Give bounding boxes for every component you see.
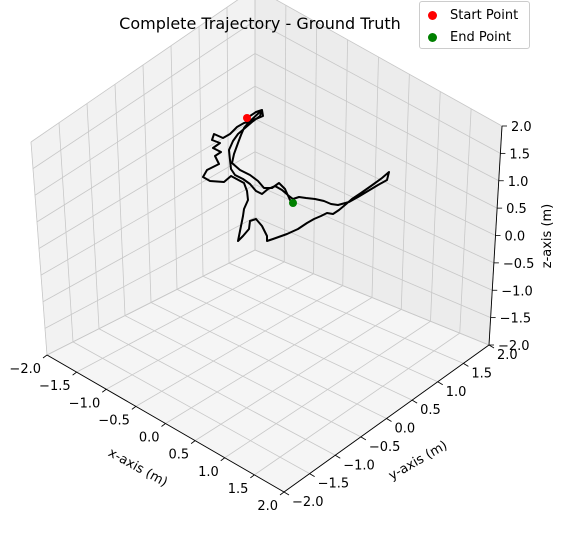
- start-point-marker: [243, 114, 251, 122]
- x-tick-label: 2.0: [257, 499, 278, 514]
- grid-line: [176, 289, 413, 401]
- x-tick-label: −2.0: [9, 362, 41, 377]
- y-tick-mark: [463, 363, 469, 367]
- grid-line: [30, 0, 239, 143]
- x-tick-mark: [279, 491, 285, 496]
- x-tick-mark: [72, 371, 77, 376]
- z-tick-label: −2.0: [498, 339, 530, 354]
- x-tick-label: −0.5: [98, 413, 130, 428]
- grid-line: [150, 302, 387, 419]
- chart-title: Complete Trajectory - Ground Truth: [119, 14, 401, 33]
- grid-line: [254, 118, 496, 236]
- y-tick-label: −0.5: [369, 440, 401, 455]
- end-point-marker-icon: [428, 32, 437, 42]
- axis-panes: [30, 0, 503, 493]
- grid-line: [228, 262, 464, 364]
- grid-line: [459, 108, 472, 334]
- grid-line: [198, 26, 204, 277]
- z-tick-label: 1.5: [509, 147, 530, 162]
- y-tick-mark: [386, 418, 392, 422]
- y-tick-label: −1.5: [318, 477, 350, 492]
- z-tick-label: 2.0: [511, 120, 532, 135]
- point-markers: [243, 114, 297, 207]
- z-tick-label: 0.5: [506, 202, 527, 217]
- x-tick-label: −1.0: [69, 396, 101, 411]
- grid-line: [38, 118, 256, 249]
- x-tick-mark: [161, 423, 166, 427]
- grid-line: [400, 74, 410, 310]
- x-tick-mark: [131, 406, 137, 410]
- trajectory-layer: [202, 109, 390, 242]
- grid-line: [202, 275, 438, 383]
- y-tick-label: 0.5: [420, 403, 441, 418]
- z-tick-label: −1.5: [500, 312, 532, 327]
- y-tick-label: −2.0: [292, 495, 324, 510]
- x-tick-label: 0.5: [168, 448, 189, 463]
- z-axis-label: z-axis (m): [540, 204, 555, 269]
- z-tick-label: −1.0: [501, 284, 533, 299]
- legend-item-end: End Point: [428, 28, 511, 46]
- grid-line: [170, 45, 178, 290]
- grid-lines: [30, 0, 503, 493]
- grid-line: [36, 85, 256, 223]
- legend: Start Point End Point: [419, 1, 530, 49]
- grid-line: [194, 309, 402, 441]
- legend-label-start: Start Point: [450, 7, 519, 23]
- legend-label-end: End Point: [450, 29, 512, 45]
- x-tick-label: 1.0: [198, 465, 219, 480]
- start-point-marker-icon: [428, 10, 437, 20]
- y-tick-mark: [309, 473, 315, 477]
- legend-item-start: Start Point: [428, 6, 518, 24]
- grid-line: [275, 0, 503, 127]
- grid-line: [224, 320, 431, 459]
- x-tick-mark: [220, 457, 225, 462]
- x-tick-mark: [42, 354, 48, 359]
- y-tick-label: 0.0: [395, 422, 416, 437]
- end-point-marker: [289, 199, 297, 207]
- x-tick-mark: [102, 388, 107, 393]
- z-tick-label: 1.0: [508, 175, 529, 190]
- y-tick-mark: [488, 344, 495, 349]
- grid-line: [254, 249, 490, 346]
- x-tick-label: −1.5: [39, 379, 71, 394]
- grid-line: [254, 53, 499, 182]
- y-tick-mark: [335, 454, 341, 459]
- tick-labels: −2.0−1.5−1.0−0.50.00.51.01.52.0 −2.0−1.5−…: [9, 120, 534, 514]
- grid-line: [34, 53, 256, 196]
- y-tick-mark: [437, 381, 443, 386]
- x-tick-label: 0.0: [139, 431, 160, 446]
- y-tick-label: 1.5: [471, 366, 492, 381]
- trajectory-line: [202, 109, 390, 242]
- y-tick-label: −1.0: [343, 458, 375, 473]
- y-tick-mark: [360, 436, 367, 441]
- grid-line: [32, 20, 256, 169]
- x-tick-mark: [190, 440, 196, 444]
- z-tick-label: −0.5: [503, 257, 535, 272]
- z-tick-label: 0.0: [505, 230, 526, 245]
- grid-line: [254, 332, 460, 476]
- x-tick-mark: [250, 474, 255, 479]
- y-tick-mark: [283, 491, 290, 496]
- x-axis-label: x-axis (m): [105, 446, 169, 491]
- grid-line: [254, 85, 498, 209]
- grid-line: [254, 20, 501, 154]
- y-tick-label: 1.0: [446, 385, 467, 400]
- x-tick-label: 1.5: [228, 482, 249, 497]
- y-tick-label: 2.0: [497, 348, 518, 363]
- y-tick-mark: [411, 399, 418, 404]
- grid-line: [430, 91, 441, 322]
